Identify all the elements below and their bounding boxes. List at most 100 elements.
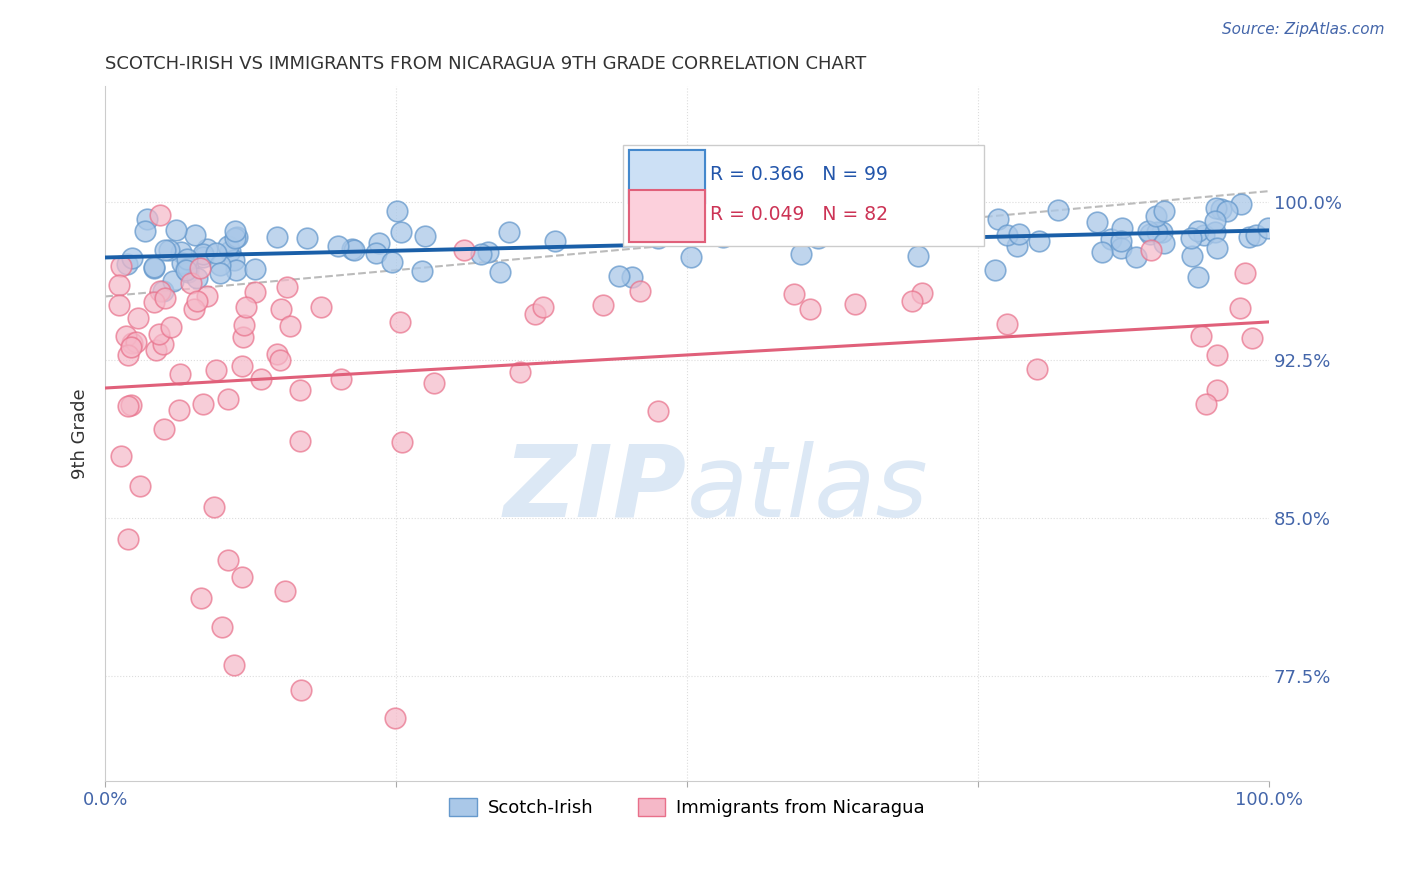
Point: [987, 212, 1010, 227]
Point: [1205, 201, 1227, 215]
Point: [1153, 203, 1175, 218]
Point: [1146, 225, 1168, 239]
Point: [488, 265, 510, 279]
Point: [1244, 227, 1267, 242]
Point: [692, 225, 714, 239]
Point: [243, 285, 266, 299]
Point: [984, 263, 1007, 277]
Point: [995, 228, 1018, 243]
Point: [423, 376, 446, 390]
Point: [1230, 196, 1253, 211]
Point: [711, 230, 734, 244]
Point: [176, 252, 198, 266]
Point: [204, 500, 226, 515]
Point: [184, 228, 207, 243]
Point: [152, 337, 174, 351]
Point: [901, 293, 924, 308]
Point: [270, 302, 292, 317]
Point: [647, 231, 669, 245]
Point: [509, 365, 531, 379]
Point: [1209, 202, 1232, 217]
Point: [269, 353, 291, 368]
Point: [226, 229, 249, 244]
Point: [193, 247, 215, 261]
Point: [235, 300, 257, 314]
Point: [1046, 202, 1069, 217]
Point: [278, 319, 301, 334]
Point: [188, 260, 211, 275]
Point: [995, 317, 1018, 331]
Text: R = 0.049   N = 82: R = 0.049 N = 82: [710, 205, 889, 224]
Point: [117, 532, 139, 546]
Point: [1008, 227, 1031, 241]
Point: [266, 230, 288, 244]
Point: [592, 298, 614, 312]
Point: [145, 343, 167, 358]
Point: [543, 234, 565, 248]
Point: [389, 225, 412, 239]
Point: [153, 243, 176, 257]
Point: [1007, 238, 1029, 252]
Point: [1140, 243, 1163, 257]
Point: [211, 620, 233, 634]
Point: [621, 270, 644, 285]
Point: [896, 204, 918, 219]
Point: [366, 245, 388, 260]
Point: [1111, 221, 1133, 235]
Point: [170, 244, 193, 259]
Point: [222, 658, 245, 673]
Point: [1099, 232, 1122, 246]
Point: [208, 266, 231, 280]
Y-axis label: 9th Grade: 9th Grade: [72, 388, 89, 479]
Point: [117, 400, 139, 414]
Point: [1187, 270, 1209, 285]
Point: [170, 256, 193, 270]
Point: [628, 284, 651, 298]
Point: [225, 263, 247, 277]
Point: [117, 349, 139, 363]
Point: [1091, 245, 1114, 260]
Point: [1139, 227, 1161, 242]
Point: [870, 225, 893, 239]
Point: [498, 225, 520, 239]
Point: [1233, 266, 1256, 280]
Point: [195, 242, 218, 256]
Point: [249, 372, 271, 386]
Point: [1028, 234, 1050, 248]
Point: [125, 335, 148, 350]
Point: [224, 231, 246, 245]
Point: [470, 246, 492, 260]
Point: [1136, 223, 1159, 237]
Point: [274, 584, 297, 599]
Point: [143, 294, 166, 309]
Point: [309, 300, 332, 314]
Point: [1109, 241, 1132, 255]
Point: [110, 450, 132, 464]
Point: [110, 259, 132, 273]
Point: [290, 383, 312, 397]
Point: [1180, 249, 1202, 263]
Point: [1152, 225, 1174, 239]
Point: [120, 398, 142, 412]
Point: [1085, 215, 1108, 229]
Point: [162, 274, 184, 288]
Point: [174, 262, 197, 277]
Point: [108, 278, 131, 293]
Point: [647, 403, 669, 417]
Point: [477, 244, 499, 259]
Point: [153, 422, 176, 436]
Point: [224, 224, 246, 238]
Point: [907, 249, 929, 263]
Point: [231, 359, 253, 374]
Point: [174, 261, 197, 276]
Point: [413, 228, 436, 243]
FancyBboxPatch shape: [628, 151, 704, 202]
Point: [180, 276, 202, 290]
Point: [148, 326, 170, 341]
Point: [205, 246, 228, 260]
Point: [108, 298, 131, 312]
Point: [807, 231, 830, 245]
Point: [1025, 362, 1047, 376]
Point: [384, 711, 406, 725]
Point: [191, 397, 214, 411]
